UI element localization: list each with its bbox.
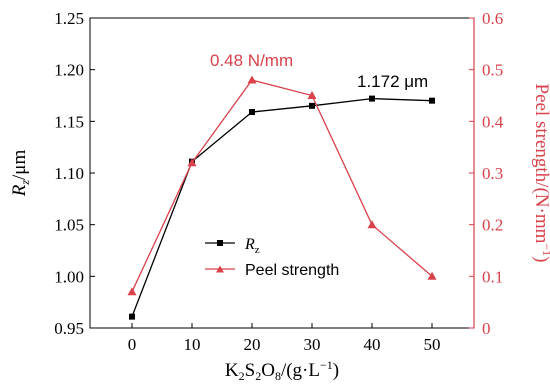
x-axis-title: K2S2O8/(g·L−1): [225, 358, 339, 383]
legend-label-rz: Rz: [244, 236, 260, 256]
left-y-tick-label: 1.10: [54, 164, 84, 183]
right-y-tick-label: 0.4: [482, 112, 504, 131]
point-rz: [309, 102, 315, 109]
annotation-max-rz: 1.172 μm: [357, 72, 428, 91]
x-tick-label: 0: [128, 335, 137, 354]
point-rz: [249, 109, 255, 116]
point-rz: [369, 95, 375, 102]
right-y-tick-label: 0.6: [482, 9, 503, 28]
point-peel-strength: [307, 91, 317, 99]
right-y-tick-label: 0.3: [482, 164, 503, 183]
x-tick-label: 40: [364, 335, 381, 354]
right-y-axis-ticks: 0 0.1 0.2 0.3 0.4 0.5 0.6: [469, 9, 504, 338]
legend-marker-rz: [217, 240, 223, 246]
point-peel-strength: [247, 75, 257, 84]
x-tick-label: 10: [184, 335, 201, 354]
right-y-tick-label: 0.5: [482, 61, 503, 80]
legend-label-peel: Peel strength: [245, 262, 339, 279]
left-y-axis-title: Rz/μm: [9, 150, 32, 198]
legend: Rz Peel strength: [205, 236, 339, 279]
point-rz: [129, 313, 135, 320]
x-tick-label: 50: [424, 335, 441, 354]
left-y-tick-label: 1.20: [54, 61, 84, 80]
point-peel-strength: [127, 287, 137, 296]
x-axis-ticks: 0 10 20 30 40 50: [128, 323, 441, 354]
series-line-peel-strength: [131, 79, 433, 293]
right-y-tick-label: 0: [482, 319, 491, 338]
left-y-tick-label: 1.00: [54, 267, 84, 286]
point-peel-strength: [367, 220, 377, 229]
series-layer: [127, 75, 437, 320]
left-y-axis-ticks: 0.95 1.00 1.05 1.10 1.15 1.20 1.25: [54, 9, 95, 338]
legend-marker-peel: [216, 265, 224, 273]
right-y-axis-title: Peel strength/(N·mm−1): [531, 84, 550, 263]
point-peel-strength: [427, 271, 437, 280]
left-y-tick-label: 0.95: [54, 319, 84, 338]
right-y-tick-label: 0.2: [482, 216, 503, 235]
x-tick-label: 20: [244, 335, 261, 354]
right-y-tick-label: 0.1: [482, 267, 503, 286]
left-y-tick-label: 1.25: [54, 9, 84, 28]
series-line-rz: [131, 97, 433, 317]
left-y-tick-label: 1.15: [54, 112, 84, 131]
point-rz: [429, 97, 435, 104]
point-peel-strength: [187, 158, 197, 167]
x-tick-label: 30: [304, 335, 321, 354]
left-y-tick-label: 1.05: [54, 216, 84, 235]
annotation-peak-peel: 0.48 N/mm: [210, 51, 293, 70]
